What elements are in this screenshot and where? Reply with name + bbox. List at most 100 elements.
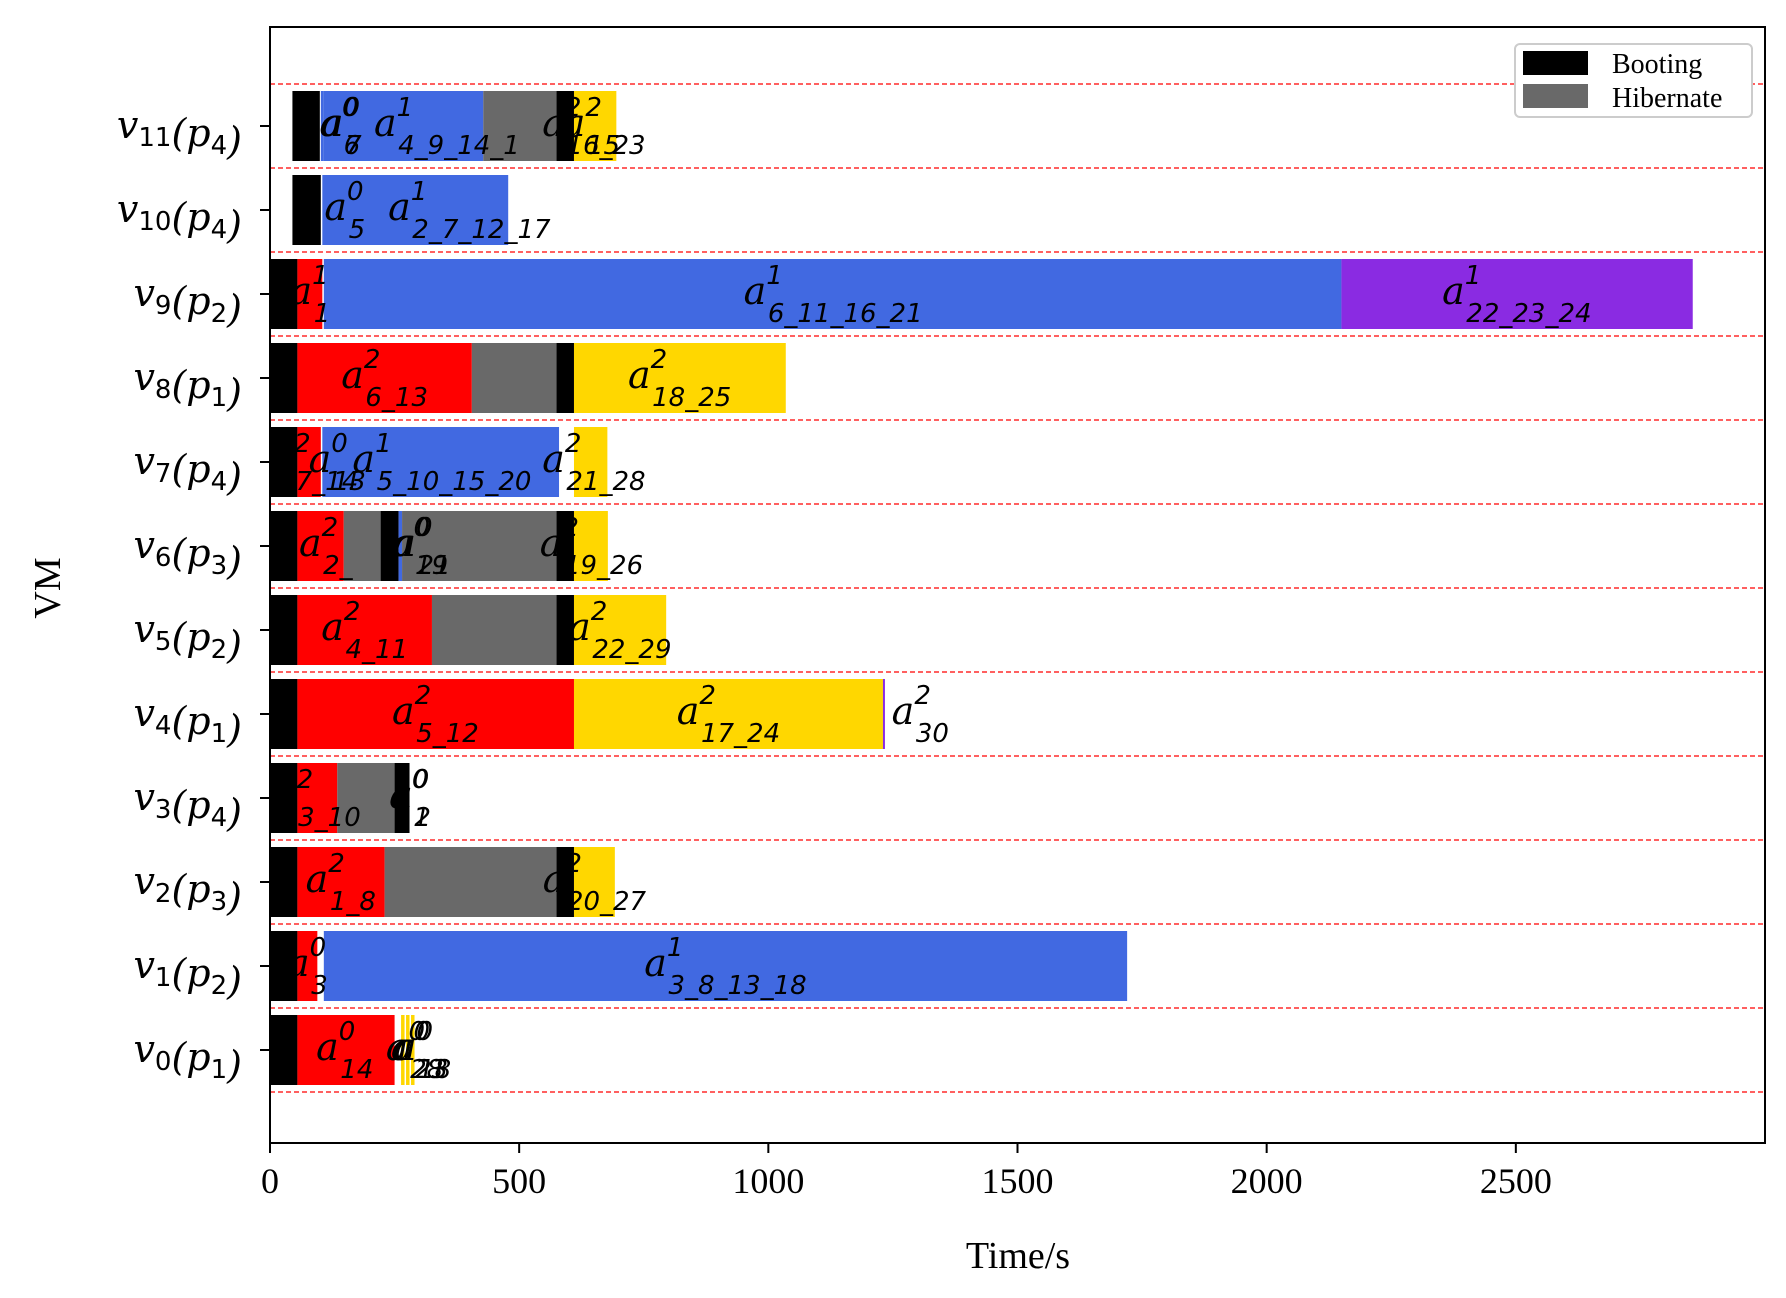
bar-segment-blue xyxy=(320,91,324,161)
x-tick-label: 2500 xyxy=(1480,1161,1552,1201)
bar-segment-yellow xyxy=(573,847,615,917)
bar-segment-blue xyxy=(322,427,560,497)
task-label: a2 22_29 xyxy=(568,597,671,665)
bar-segment-red xyxy=(297,679,574,749)
y-axis-title: VM xyxy=(27,557,69,618)
x-tick-label: 2000 xyxy=(1231,1161,1303,1201)
bar-segment-booting xyxy=(556,91,574,161)
y-tick-label: v7(p4) xyxy=(133,439,242,499)
y-tick-label: v5(p2) xyxy=(133,607,242,667)
bar-segment-purple xyxy=(1341,259,1693,329)
bar-segment-yellow xyxy=(406,1015,410,1085)
legend: Booting Hibernate xyxy=(1514,43,1753,118)
task-label: a2 20_27 xyxy=(543,849,647,917)
task-label: a0 3 xyxy=(287,933,328,1001)
bar-segment-red xyxy=(297,595,432,665)
task-label: a2 6_13 xyxy=(341,345,428,413)
task-label: a1 4_9_14_1 xyxy=(374,93,520,161)
task-label: a1 5_10_15_20 xyxy=(352,429,531,497)
task-label: a2 17_24 xyxy=(677,681,780,749)
bar-segment-booting xyxy=(270,763,298,833)
task-label: a0 21 xyxy=(393,513,450,581)
bar-segment-blue xyxy=(322,175,509,245)
y-tick-label: v0(p1) xyxy=(133,1027,242,1087)
y-tick-label: v8(p1) xyxy=(133,355,242,415)
bar-segment-booting xyxy=(394,763,410,833)
bar-segment-hibernate xyxy=(402,511,557,581)
bar-segment-red xyxy=(297,259,323,329)
bar-segment-booting xyxy=(556,343,574,413)
y-tick-label: v4(p1) xyxy=(133,691,242,751)
bar-segment-blue xyxy=(323,931,1128,1001)
bar-segment-blue xyxy=(323,259,1342,329)
task-label: a2 2_ xyxy=(299,513,354,581)
x-axis-title: Time/s xyxy=(966,1235,1070,1277)
task-label: a1 2_7_12_17 xyxy=(388,177,551,245)
y-tick-label: v10(p4) xyxy=(117,187,242,247)
task-label: a0 7 xyxy=(321,93,362,161)
bar-segment-yellow xyxy=(573,595,667,665)
y-axis-ticks: v0(p1) v1(p2) v2(p3) v3(p4) v4(p1) v5(p2) v6(p… xyxy=(117,103,270,1087)
task-label: a2 4_11 xyxy=(321,597,408,665)
bar-segment-hibernate xyxy=(384,847,557,917)
task-label: a1 6_11_16_21 xyxy=(744,261,923,329)
task-label: a1 22_23_24 xyxy=(1442,261,1591,329)
task-label: a2 7_14 xyxy=(271,429,358,497)
bar-segment-booting xyxy=(270,1015,298,1085)
bar-segment-booting xyxy=(270,427,298,497)
bar-segment-red xyxy=(297,1015,395,1085)
y-tick-label: v1(p2) xyxy=(133,943,242,1003)
bar-segment-hibernate xyxy=(337,763,395,833)
task-label: a0 23 xyxy=(391,1017,448,1085)
task-label: a2 3_10 xyxy=(274,765,361,833)
bar-segment-blue xyxy=(398,511,403,581)
bar-segment-red xyxy=(297,427,321,497)
bar-segment-red xyxy=(297,763,338,833)
separator-layer xyxy=(270,83,1765,1093)
bar-segment-red xyxy=(297,931,318,1001)
task-label: a0 19 xyxy=(391,513,448,581)
bar-segment-hibernate xyxy=(431,595,557,665)
bar-segment-booting xyxy=(270,259,298,329)
legend-swatch-hibernate xyxy=(1523,84,1588,108)
bar-segment-yellow xyxy=(573,343,786,413)
y-tick-label: v11(p4) xyxy=(117,103,242,163)
task-label: a2 21_28 xyxy=(542,429,645,497)
legend-label-hibernate: Hibernate xyxy=(1612,83,1722,114)
bar-segment-booting xyxy=(380,511,399,581)
task-label: a0 2 xyxy=(390,765,431,833)
task-label: a2 5_12 xyxy=(392,681,479,749)
bar-segment-yellow xyxy=(573,679,883,749)
bar-segment-red xyxy=(297,511,344,581)
y-tick-label: v2(p3) xyxy=(133,859,242,919)
bars-layer xyxy=(270,91,1693,1085)
task-label: a2 16_23 xyxy=(542,93,645,161)
task-label: a0 18 xyxy=(394,1017,451,1085)
task-label: a0 1 xyxy=(389,765,430,833)
bar-segment-booting xyxy=(270,679,298,749)
bar-segment-hibernate xyxy=(471,343,557,413)
y-tick-label: v3(p4) xyxy=(133,775,242,835)
x-axis-ticks: 0 500 1000 1500 2000 2500 xyxy=(261,1143,1552,1201)
bar-segment-booting xyxy=(270,595,298,665)
bar-segment-yellow xyxy=(411,1015,415,1085)
y-tick-label: v9(p2) xyxy=(133,271,242,331)
bar-segment-red xyxy=(297,343,472,413)
bar-segment-booting xyxy=(556,595,574,665)
bar-segment-yellow xyxy=(573,91,617,161)
legend-swatch-booting xyxy=(1523,51,1588,75)
bar-segment-booting xyxy=(270,343,298,413)
bar-segment-yellow xyxy=(401,1015,405,1085)
y-tick-label: v6(p3) xyxy=(133,523,242,583)
bar-segment-red xyxy=(297,847,385,917)
task-label: a2 18_25 xyxy=(628,345,731,413)
bar-segment-hibernate xyxy=(343,511,381,581)
task-label: a2 30 xyxy=(892,681,949,749)
x-tick-label: 1500 xyxy=(982,1161,1054,1201)
bar-segment-booting xyxy=(556,511,574,581)
bar-segment-booting xyxy=(270,847,298,917)
task-label: a0 6 xyxy=(319,93,360,161)
bar-segment-booting xyxy=(270,931,298,1001)
